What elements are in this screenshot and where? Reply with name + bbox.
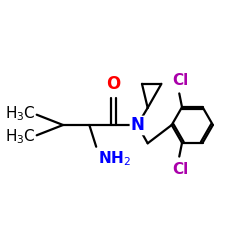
Text: NH$_2$: NH$_2$ bbox=[98, 150, 132, 168]
Text: H$_3$C: H$_3$C bbox=[5, 127, 36, 146]
Text: Cl: Cl bbox=[172, 162, 188, 176]
Text: Cl: Cl bbox=[172, 74, 188, 88]
Text: O: O bbox=[106, 75, 120, 93]
Text: N: N bbox=[130, 116, 144, 134]
Text: H$_3$C: H$_3$C bbox=[5, 104, 36, 123]
